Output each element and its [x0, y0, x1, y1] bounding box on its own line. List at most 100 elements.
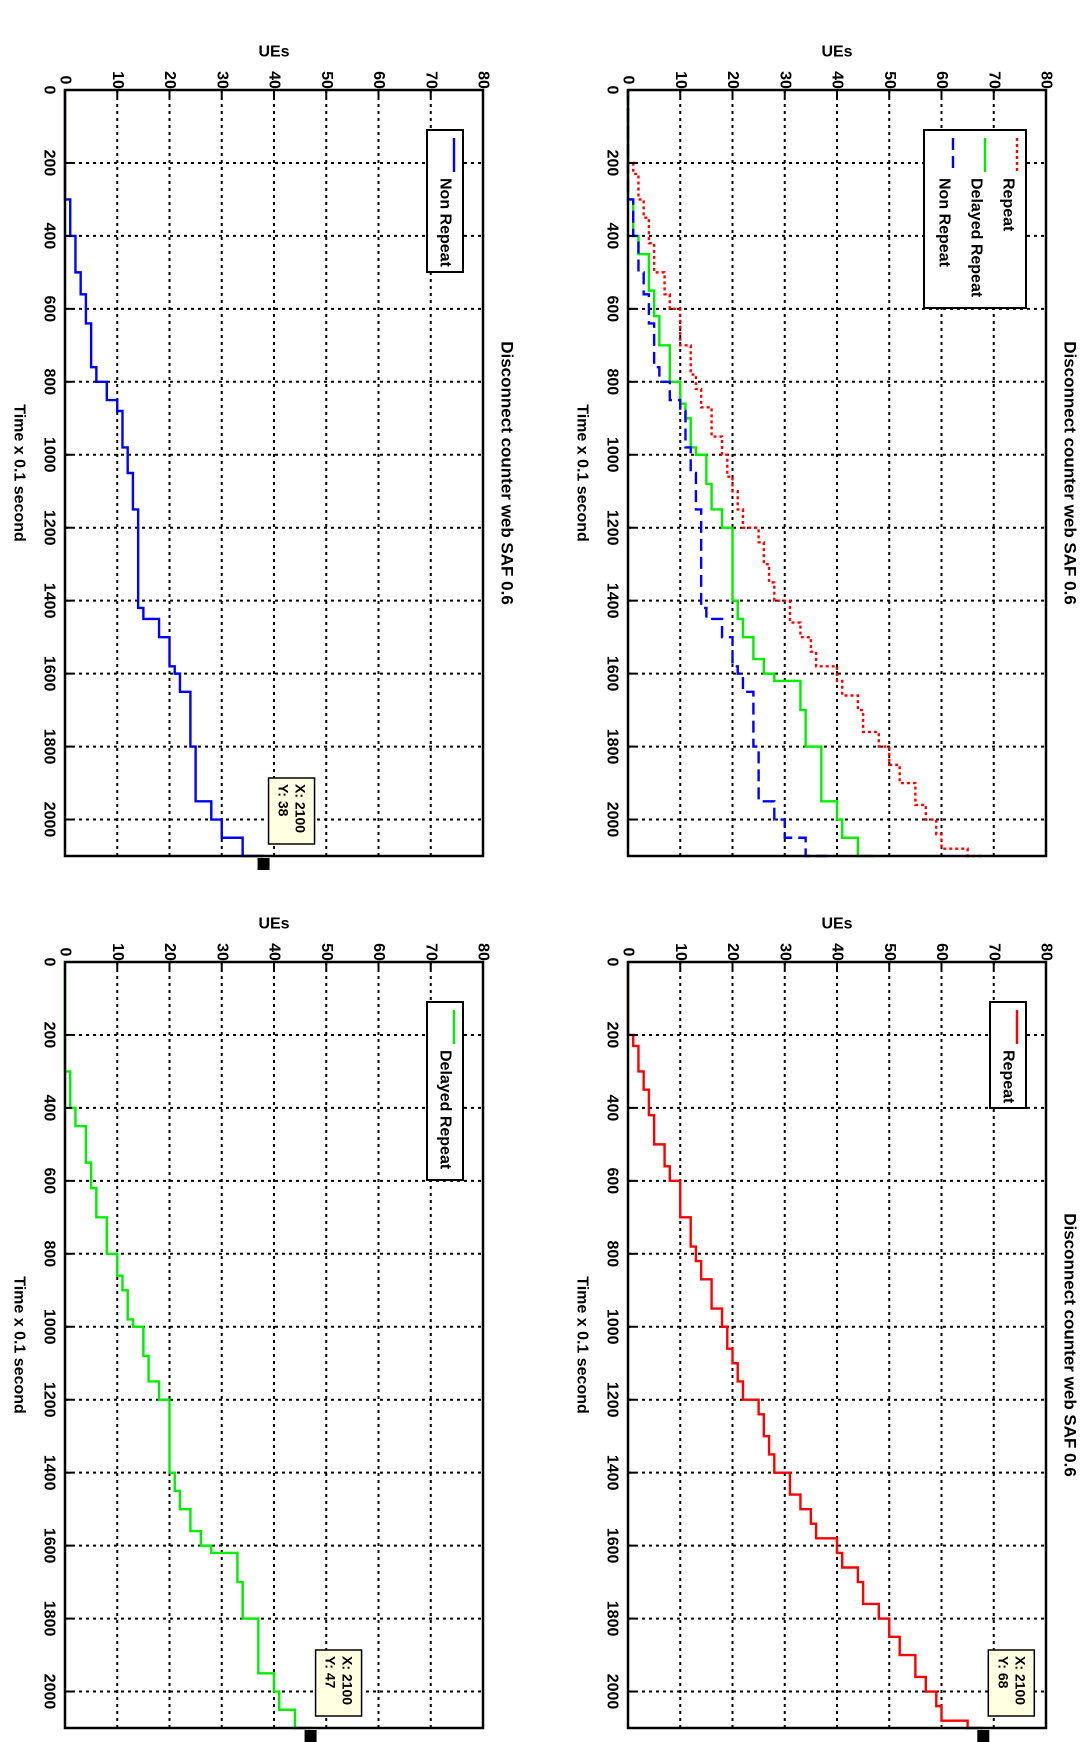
ues-tick-label: 60: [933, 943, 950, 961]
time-tick-label: 1400: [41, 583, 58, 619]
time-tick-label: 800: [604, 368, 621, 395]
data-tip-marker[interactable]: [257, 858, 270, 870]
ues-tick-label: 30: [213, 71, 230, 89]
legend-label: Non Repeat: [437, 178, 454, 268]
legend-label: Delayed Repeat: [968, 178, 985, 298]
time-tick-label: 800: [41, 1240, 58, 1267]
series-line-non-repeat: [63, 90, 264, 858]
time-tick-label: 1200: [604, 1382, 621, 1418]
ues-tick-label: 50: [881, 71, 898, 89]
time-tick-label: 1400: [604, 583, 621, 619]
panel-p2: 0 10 20 30 40 50 60 70 8002004006008001000120014…: [574, 916, 1080, 1742]
series-line-repeat: [626, 90, 984, 858]
time-tick-label: 1200: [41, 1382, 58, 1418]
ues-axis-label: UEs: [258, 916, 289, 933]
time-tick-label: 1600: [604, 1528, 621, 1564]
time-tick-label: 1800: [41, 729, 58, 765]
time-tick-label: 2000: [41, 1674, 58, 1710]
legend-box: [989, 1001, 1027, 1109]
time-tick-label: 1400: [604, 1455, 621, 1491]
time-tick-label: 1800: [41, 1601, 58, 1637]
time-axis-label: Time x 0.1 second: [574, 404, 591, 542]
time-tick-label: 600: [41, 1168, 58, 1195]
time-tick-label: 600: [604, 1168, 621, 1195]
ues-tick-label: 60: [933, 71, 950, 89]
data-tip-box: [314, 1649, 363, 1717]
ues-tick-label: 70: [985, 943, 1002, 961]
ues-axis-label: UEs: [821, 916, 852, 933]
legend-label: Repeat: [1000, 1050, 1017, 1104]
legend-label: Non Repeat: [936, 178, 953, 268]
ues-tick-label: 70: [422, 943, 439, 961]
time-tick-label: 200: [41, 1022, 58, 1049]
ues-tick-label: 70: [985, 71, 1002, 89]
ues-axis-label: UEs: [821, 44, 852, 61]
panel-p3: 0 10 20 30 40 50 60 70 8002004006008001000120014…: [11, 44, 517, 870]
ues-tick-label: 70: [422, 71, 439, 89]
time-tick-label: 200: [604, 150, 621, 177]
ues-tick-label: 0: [57, 948, 74, 957]
data-tip-y-text: Y: 38: [276, 784, 292, 817]
ues-tick-label: 10: [109, 71, 126, 89]
time-tick-label: 200: [41, 150, 58, 177]
legend: Delayed Repeat: [426, 1001, 464, 1181]
legend: Non Repeat: [426, 129, 464, 273]
ues-tick-label: 80: [1038, 71, 1055, 89]
data-tip-y-text: Y: 47: [323, 1656, 339, 1689]
ues-tick-label: 10: [672, 943, 689, 961]
ues-tick-label: 0: [57, 76, 74, 85]
ues-tick-label: 30: [776, 943, 793, 961]
time-tick-label: 400: [41, 223, 58, 250]
legend-box: [426, 1001, 464, 1181]
time-tick-label: 600: [41, 296, 58, 323]
ues-tick-label: 20: [161, 71, 178, 89]
data-tip-x-text: X: 2100: [293, 784, 309, 833]
ues-tick-label: 60: [370, 71, 387, 89]
time-tick-label: 1800: [604, 729, 621, 765]
ues-tick-label: 80: [475, 943, 492, 961]
data-tip-x-text: X: 2100: [340, 1656, 356, 1705]
chart-title: Disconnect counter web SAF 0.6: [1061, 1213, 1080, 1477]
time-tick-label: 800: [41, 368, 58, 395]
ues-tick-label: 40: [829, 943, 846, 961]
ues-tick-label: 50: [318, 943, 335, 961]
ues-axis-label: UEs: [258, 44, 289, 61]
time-axis-label: Time x 0.1 second: [11, 1276, 28, 1414]
ues-tick-label: 30: [213, 943, 230, 961]
time-tick-label: 1200: [41, 510, 58, 546]
data-tip-marker[interactable]: [977, 1730, 990, 1742]
time-axis-label: Time x 0.1 second: [11, 404, 28, 542]
time-tick-label: 1400: [41, 1455, 58, 1491]
ues-tick-label: 0: [620, 948, 637, 957]
ues-tick-label: 30: [776, 71, 793, 89]
legend: Repeat Delayed Repeat Non Repeat: [923, 129, 1027, 309]
ues-tick-label: 40: [266, 943, 283, 961]
panel-p4: 0 10 20 30 40 50 60 70 8002004006008001000120014…: [11, 916, 492, 1742]
time-tick-label: 1000: [604, 437, 621, 473]
time-tick-label: 1200: [604, 510, 621, 546]
chart-title: Disconnect counter web SAF 0.6: [1061, 341, 1080, 605]
panel-p1: 0 10 20 30 40 50 60 70 8002004006008001000120014…: [574, 44, 1080, 858]
data-tip-marker[interactable]: [304, 1730, 317, 1742]
time-tick-label: 1600: [41, 656, 58, 692]
legend-label: Delayed Repeat: [437, 1050, 454, 1170]
legend: Repeat: [989, 1001, 1027, 1109]
time-tick-label: 1600: [41, 1528, 58, 1564]
data-tip-x-text: X: 2100: [1012, 1656, 1028, 1705]
time-tick-label: 600: [604, 296, 621, 323]
ues-tick-label: 10: [109, 943, 126, 961]
series-line-repeat: [626, 962, 984, 1730]
time-tick-label: 1800: [604, 1601, 621, 1637]
ues-tick-label: 20: [724, 71, 741, 89]
time-tick-label: 800: [604, 1240, 621, 1267]
legend-box: [923, 129, 1027, 309]
time-tick-label: 0: [604, 86, 621, 95]
series-line-non-repeat: [626, 90, 827, 858]
time-tick-label: 2000: [604, 802, 621, 838]
ues-tick-label: 50: [318, 71, 335, 89]
ues-tick-label: 20: [724, 943, 741, 961]
